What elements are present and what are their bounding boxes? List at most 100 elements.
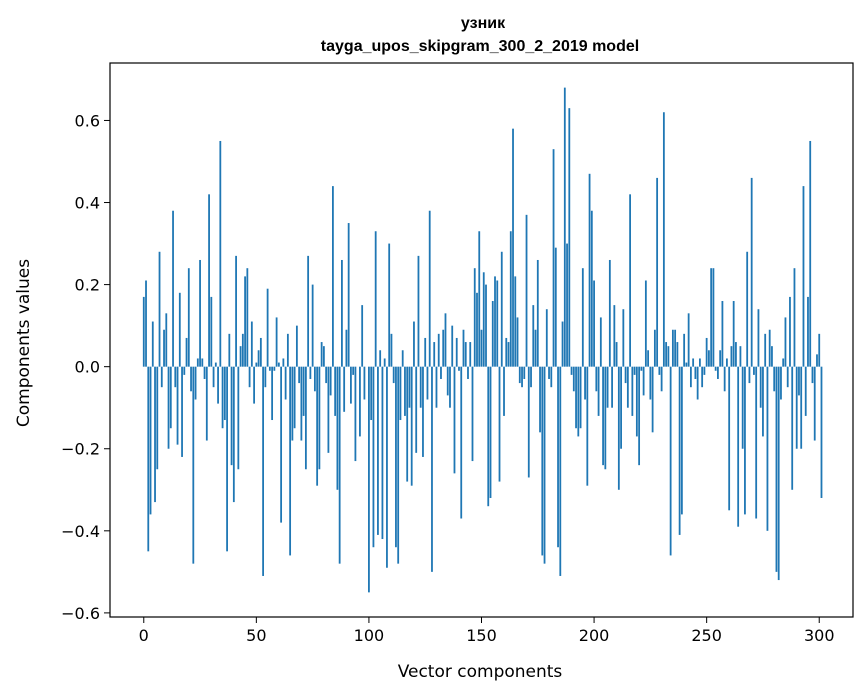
bar <box>537 260 539 367</box>
bar <box>762 367 764 437</box>
bar <box>649 367 651 400</box>
bar <box>305 367 307 470</box>
bar <box>226 367 228 552</box>
bar <box>404 367 406 416</box>
bar <box>307 256 309 367</box>
bar <box>337 367 339 490</box>
bar <box>656 178 658 367</box>
bar <box>328 367 330 453</box>
bar <box>604 367 606 470</box>
bar <box>483 272 485 366</box>
bar <box>550 367 552 388</box>
bar <box>330 367 332 396</box>
bar <box>544 367 546 564</box>
bar <box>710 268 712 366</box>
bar <box>361 305 363 367</box>
bar <box>760 367 762 408</box>
bar <box>694 367 696 379</box>
bar <box>643 367 645 396</box>
bar <box>661 367 663 392</box>
bar <box>492 301 494 367</box>
bar <box>472 367 474 461</box>
bar <box>546 309 548 366</box>
bar <box>821 367 823 498</box>
bar <box>573 367 575 392</box>
bar <box>728 367 730 511</box>
bar <box>494 276 496 366</box>
bar <box>348 223 350 367</box>
bar <box>773 367 775 392</box>
bar <box>436 367 438 408</box>
y-tick-label: −0.4 <box>61 522 100 541</box>
bar <box>798 367 800 396</box>
bar <box>715 367 717 371</box>
bar <box>577 367 579 437</box>
bar <box>217 367 219 404</box>
bar <box>449 367 451 408</box>
bar <box>154 367 156 502</box>
y-tick-label: −0.6 <box>61 604 100 623</box>
bar <box>251 322 253 367</box>
bar <box>177 367 179 445</box>
bar <box>213 367 215 388</box>
y-tick-label: 0.4 <box>75 194 100 213</box>
bar <box>255 363 257 367</box>
bar <box>807 297 809 367</box>
bar <box>341 260 343 367</box>
bar <box>264 367 266 388</box>
x-tick-label: 250 <box>691 626 722 645</box>
bar <box>731 346 733 367</box>
bar <box>355 367 357 461</box>
bar <box>530 367 532 388</box>
bar <box>647 350 649 366</box>
bar <box>586 367 588 486</box>
bar <box>368 367 370 593</box>
bar <box>244 276 246 366</box>
bar <box>388 244 390 367</box>
bar <box>312 285 314 367</box>
bar <box>163 330 165 367</box>
bar <box>309 367 311 379</box>
bar <box>377 367 379 535</box>
bar <box>769 330 771 367</box>
bar <box>663 112 665 366</box>
bar <box>143 297 145 367</box>
bar <box>620 367 622 449</box>
bar <box>726 358 728 366</box>
bar <box>350 367 352 404</box>
bar <box>740 346 742 367</box>
bar <box>508 342 510 367</box>
bar <box>753 367 755 375</box>
bar <box>433 342 435 367</box>
bar <box>618 367 620 490</box>
bar <box>553 149 555 367</box>
bar <box>395 367 397 548</box>
bar <box>582 268 584 366</box>
bar <box>652 367 654 433</box>
bar <box>665 342 667 367</box>
bar <box>291 367 293 441</box>
bar <box>510 231 512 366</box>
bar <box>424 338 426 367</box>
bar <box>334 367 336 416</box>
bar <box>746 252 748 367</box>
bar <box>359 367 361 437</box>
bar <box>478 231 480 366</box>
bar <box>233 367 235 502</box>
bar <box>571 367 573 375</box>
bar <box>445 313 447 366</box>
bar <box>415 367 417 453</box>
bar <box>278 363 280 367</box>
bar <box>172 211 174 367</box>
bar <box>499 367 501 482</box>
bar <box>697 367 699 400</box>
bar <box>584 367 586 400</box>
bar <box>593 281 595 367</box>
bar <box>323 346 325 367</box>
bar <box>609 260 611 367</box>
bar <box>787 367 789 388</box>
bar <box>170 367 172 429</box>
bar <box>343 367 345 412</box>
bar <box>246 268 248 366</box>
